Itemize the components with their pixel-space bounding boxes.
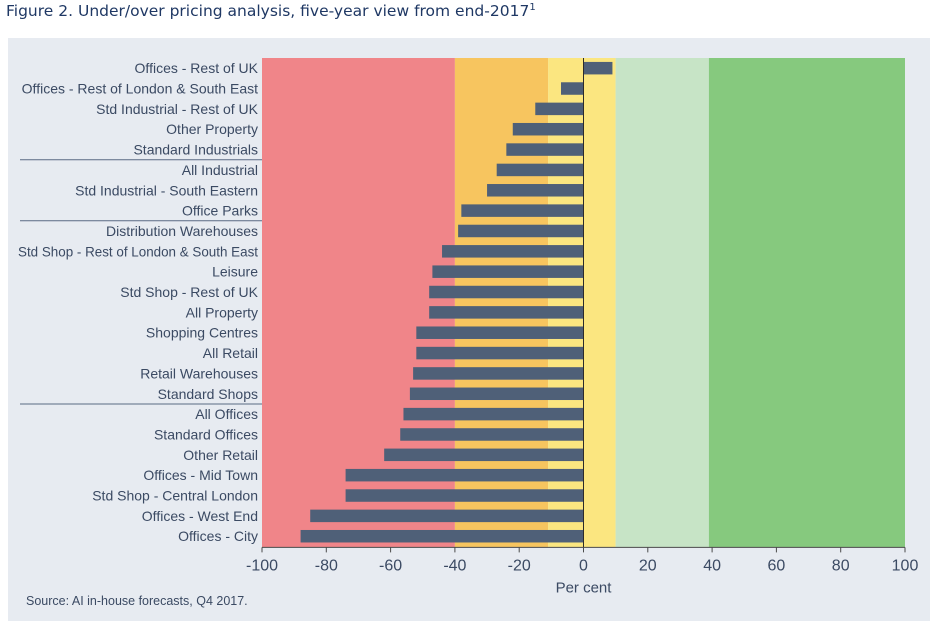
- category-label: Distribution Warehouses: [106, 223, 258, 239]
- x-tick-label: 40: [703, 557, 721, 574]
- bar: [560, 82, 584, 95]
- category-label: Std Shop - Rest of UK: [120, 284, 258, 300]
- category-label: Offices - City: [178, 528, 258, 544]
- bar: [535, 102, 584, 116]
- zone-band-5: [708, 58, 905, 548]
- category-label: Shopping Centres: [146, 325, 258, 341]
- x-tick-label: 20: [639, 557, 657, 574]
- category-label: All Retail: [203, 345, 258, 361]
- category-label: Standard Shops: [158, 386, 258, 402]
- category-labels: Offices - Rest of UK Offices - Rest of Lo…: [18, 60, 259, 544]
- bar: [409, 387, 584, 401]
- bar: [300, 529, 584, 543]
- bar: [458, 224, 584, 238]
- category-label: Offices - Rest of London & South East: [22, 81, 258, 97]
- x-tick-label: 60: [768, 557, 786, 574]
- chart-panel: Offices - Rest of UK Offices - Rest of Lo…: [8, 38, 930, 621]
- category-label: Std Shop - Rest of London & South East: [18, 243, 258, 259]
- bar: [461, 204, 584, 217]
- figure-title-footnote: 1: [529, 2, 536, 13]
- bar: [413, 367, 584, 380]
- source-note: Source: AI in-house forecasts, Q4 2017.: [26, 594, 248, 608]
- category-label: Std Industrial - South Eastern: [75, 182, 258, 198]
- category-label: Offices - West End: [142, 508, 258, 524]
- bar: [416, 346, 584, 360]
- x-tick-label: -60: [379, 557, 402, 574]
- x-tick-label: 0: [579, 557, 588, 574]
- zone-band-1: [454, 58, 549, 548]
- category-label: Std Industrial - Rest of UK: [96, 101, 259, 117]
- bar: [416, 326, 584, 339]
- zone-band-2: [548, 58, 584, 548]
- bar: [429, 306, 584, 319]
- category-label: All Offices: [195, 406, 258, 422]
- bar: [432, 265, 584, 278]
- category-label: Retail Warehouses: [140, 365, 258, 381]
- category-label: Offices - Rest of UK: [135, 60, 259, 76]
- category-label: Other Retail: [183, 447, 258, 463]
- x-tick-label: -20: [508, 557, 531, 574]
- x-tick-label: 80: [832, 557, 850, 574]
- bar: [496, 163, 584, 177]
- bars: [300, 61, 613, 543]
- category-label: All Industrial: [182, 162, 258, 178]
- bar: [512, 122, 584, 136]
- bar: [345, 468, 584, 482]
- x-tick-label: -100: [246, 557, 278, 574]
- bar: [400, 428, 584, 441]
- bar: [403, 407, 584, 421]
- category-label: Offices - Mid Town: [143, 467, 258, 483]
- category-label: Standard Industrials: [133, 142, 258, 158]
- zone-band-3: [583, 58, 616, 548]
- bar: [506, 143, 584, 156]
- bar: [429, 285, 584, 299]
- bar: [487, 184, 584, 197]
- zone-band-0: [262, 58, 455, 548]
- figure-title: Figure 2. Under/over pricing analysis, f…: [6, 2, 536, 20]
- bar-chart: Offices - Rest of UK Offices - Rest of Lo…: [18, 58, 918, 596]
- category-label: Leisure: [212, 264, 258, 280]
- bar: [310, 509, 584, 523]
- category-label: Other Property: [166, 121, 258, 137]
- x-axis-label: Per cent: [556, 579, 613, 596]
- x-tick-labels: -100 -80 -60 -40 -20 0 20 40 60 80 100: [246, 547, 918, 574]
- category-label: Office Parks: [182, 203, 258, 219]
- group-separators: [20, 159, 262, 405]
- x-tick-label: -40: [443, 557, 466, 574]
- bar: [345, 489, 584, 502]
- bar: [583, 61, 613, 75]
- background-zones: [262, 58, 905, 548]
- bar: [442, 245, 584, 258]
- category-label: Standard Offices: [154, 426, 258, 442]
- zone-band-4: [615, 58, 709, 548]
- x-tick-label: -80: [315, 557, 338, 574]
- category-label: Std Shop - Central London: [92, 488, 258, 504]
- bar: [384, 448, 584, 462]
- category-label: All Property: [186, 304, 258, 320]
- x-tick-label: 100: [892, 557, 919, 574]
- figure-title-text: Figure 2. Under/over pricing analysis, f…: [6, 2, 530, 21]
